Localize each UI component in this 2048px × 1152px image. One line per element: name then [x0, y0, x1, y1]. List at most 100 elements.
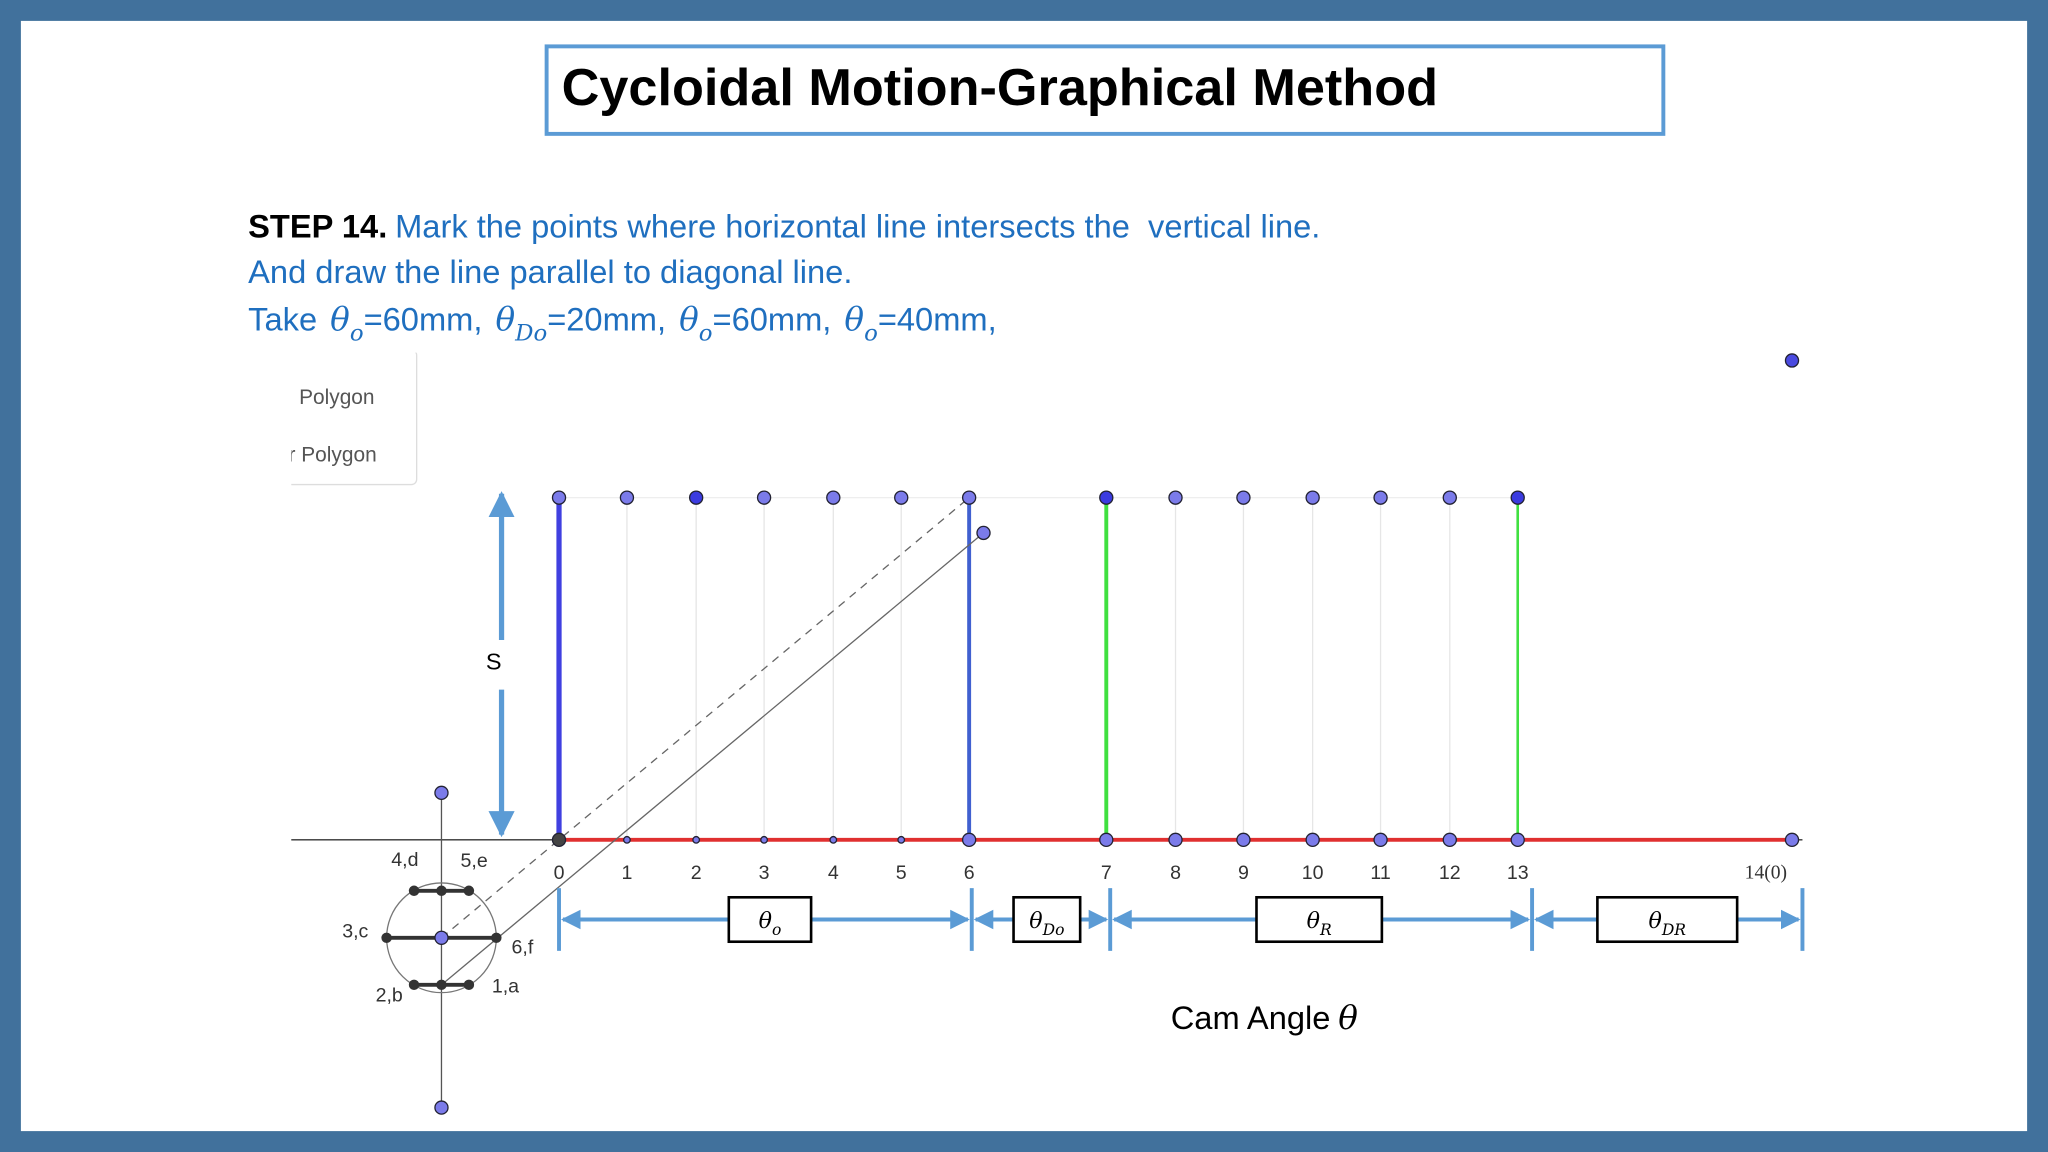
- point: [551, 832, 567, 848]
- x-tick-label: 2: [691, 862, 702, 884]
- x-tick-label: 13: [1507, 862, 1529, 884]
- segment-label: θR: [1307, 908, 1332, 939]
- x-tick-label: 10: [1302, 862, 1324, 884]
- circle-label: 3,c: [342, 921, 368, 943]
- point: [1510, 490, 1525, 505]
- x-tick-label: 4: [828, 862, 839, 884]
- x-tick-label: 14(0): [1745, 862, 1787, 883]
- point: [1099, 490, 1114, 505]
- point: [434, 930, 449, 945]
- point: [760, 835, 768, 844]
- point: [756, 490, 772, 505]
- segment-box: [1012, 895, 1082, 944]
- point: [408, 979, 420, 991]
- point: [897, 835, 906, 844]
- step-lead: Take: [248, 300, 317, 337]
- theta-value: =20mm,: [547, 300, 666, 337]
- segment-box: [1255, 895, 1384, 944]
- circle-label: 1,a: [492, 976, 519, 998]
- point: [961, 832, 977, 848]
- menu-item[interactable]: or Polygon: [277, 443, 377, 466]
- theta-subscript: o: [864, 320, 878, 346]
- theta-value: =60mm,: [364, 300, 483, 337]
- theta-symbol: θ: [679, 300, 699, 338]
- point: [829, 835, 838, 844]
- x-tick-label: 11: [1370, 862, 1390, 884]
- point: [1236, 490, 1251, 505]
- theta-symbol: θ: [495, 300, 515, 338]
- x-tick-label: 3: [759, 862, 770, 884]
- theta-symbol: θ: [844, 300, 864, 338]
- theta-subscript: Do: [1042, 921, 1065, 939]
- point: [1236, 832, 1251, 848]
- segment-label: θDR: [1649, 908, 1687, 939]
- theta-subscript: Do: [514, 320, 547, 346]
- point: [408, 885, 420, 896]
- s-label: S: [486, 649, 502, 675]
- x-tick-label: 8: [1170, 862, 1181, 884]
- point: [434, 785, 449, 800]
- circle-label: 6,f: [512, 936, 534, 958]
- circle-label: 2,b: [376, 985, 403, 1007]
- theta-subscript: R: [1319, 921, 1332, 939]
- step-line-3: Take θo=60mm, θDo=20mm, θo=60mm, θo=40mm,: [248, 300, 997, 346]
- point: [463, 885, 475, 896]
- point: [436, 979, 447, 991]
- point: [1510, 832, 1525, 848]
- point: [1373, 832, 1388, 848]
- theta-subscript: DR: [1661, 921, 1686, 939]
- title-box: [544, 44, 1666, 136]
- point: [381, 932, 392, 944]
- step-line-1: STEP 14. Mark the points where horizontal…: [248, 207, 1320, 244]
- point: [551, 490, 567, 505]
- segment-label: θDo: [1029, 908, 1064, 939]
- parallel-line: [441, 532, 984, 986]
- x-tick-label: 0: [554, 862, 565, 884]
- segment-box: [1596, 895, 1739, 944]
- theta-symbol: θ: [330, 300, 350, 338]
- point: [1168, 832, 1183, 848]
- point: [1168, 490, 1183, 505]
- theta-symbol: θ: [1649, 908, 1662, 934]
- theta-subscript: o: [772, 921, 781, 939]
- point: [436, 885, 447, 896]
- x-tick-label: 9: [1238, 862, 1249, 884]
- theta-symbol: θ: [759, 908, 772, 934]
- x-tick-label: 7: [1101, 862, 1112, 884]
- theta-symbol: θ: [1307, 908, 1320, 934]
- circle-label: 5,e: [461, 850, 488, 872]
- point: [1305, 490, 1320, 505]
- menu-panel: [291, 352, 418, 486]
- point: [1373, 490, 1388, 505]
- x-tick-label: 12: [1439, 862, 1461, 884]
- segment-box: [727, 895, 813, 944]
- segment-label: θo: [759, 908, 782, 939]
- point: [434, 1100, 449, 1115]
- point: [826, 490, 841, 505]
- slide-background: [20, 20, 2028, 1132]
- point: [1442, 490, 1457, 505]
- theta-symbol: θ: [1029, 908, 1042, 934]
- circle-label: 4,d: [391, 849, 418, 871]
- title: Cycloidal Motion-Graphical Method: [562, 59, 1438, 117]
- menu: Polygon or Polygon: [277, 352, 418, 486]
- step-line-2: And draw the line parallel to diagonal l…: [248, 253, 852, 290]
- axis-title-symbol: θ: [1338, 999, 1358, 1037]
- point: [894, 490, 909, 505]
- theta-subscript: o: [699, 320, 713, 346]
- menu-item[interactable]: Polygon: [299, 386, 374, 409]
- x-tick-label: 1: [621, 862, 632, 884]
- x-tick-label: 6: [964, 862, 975, 884]
- step-label: STEP 14.: [248, 207, 387, 244]
- diagram: 0 1 2 3 4 5 6 7 8 9 10 11 12 13 14(0)S4,d 5,e3,c6,f2,b 1…: [291, 353, 1805, 1115]
- theta-value: =60mm,: [713, 300, 832, 337]
- point: [1784, 353, 1800, 368]
- step-text: Mark the points where horizontal line in…: [395, 207, 1320, 244]
- point: [463, 979, 475, 991]
- theta-value: =40mm,: [878, 300, 997, 337]
- point: [491, 932, 502, 944]
- axis-title-text: Cam Angle: [1171, 999, 1331, 1036]
- point: [1099, 832, 1114, 848]
- point: [619, 490, 635, 505]
